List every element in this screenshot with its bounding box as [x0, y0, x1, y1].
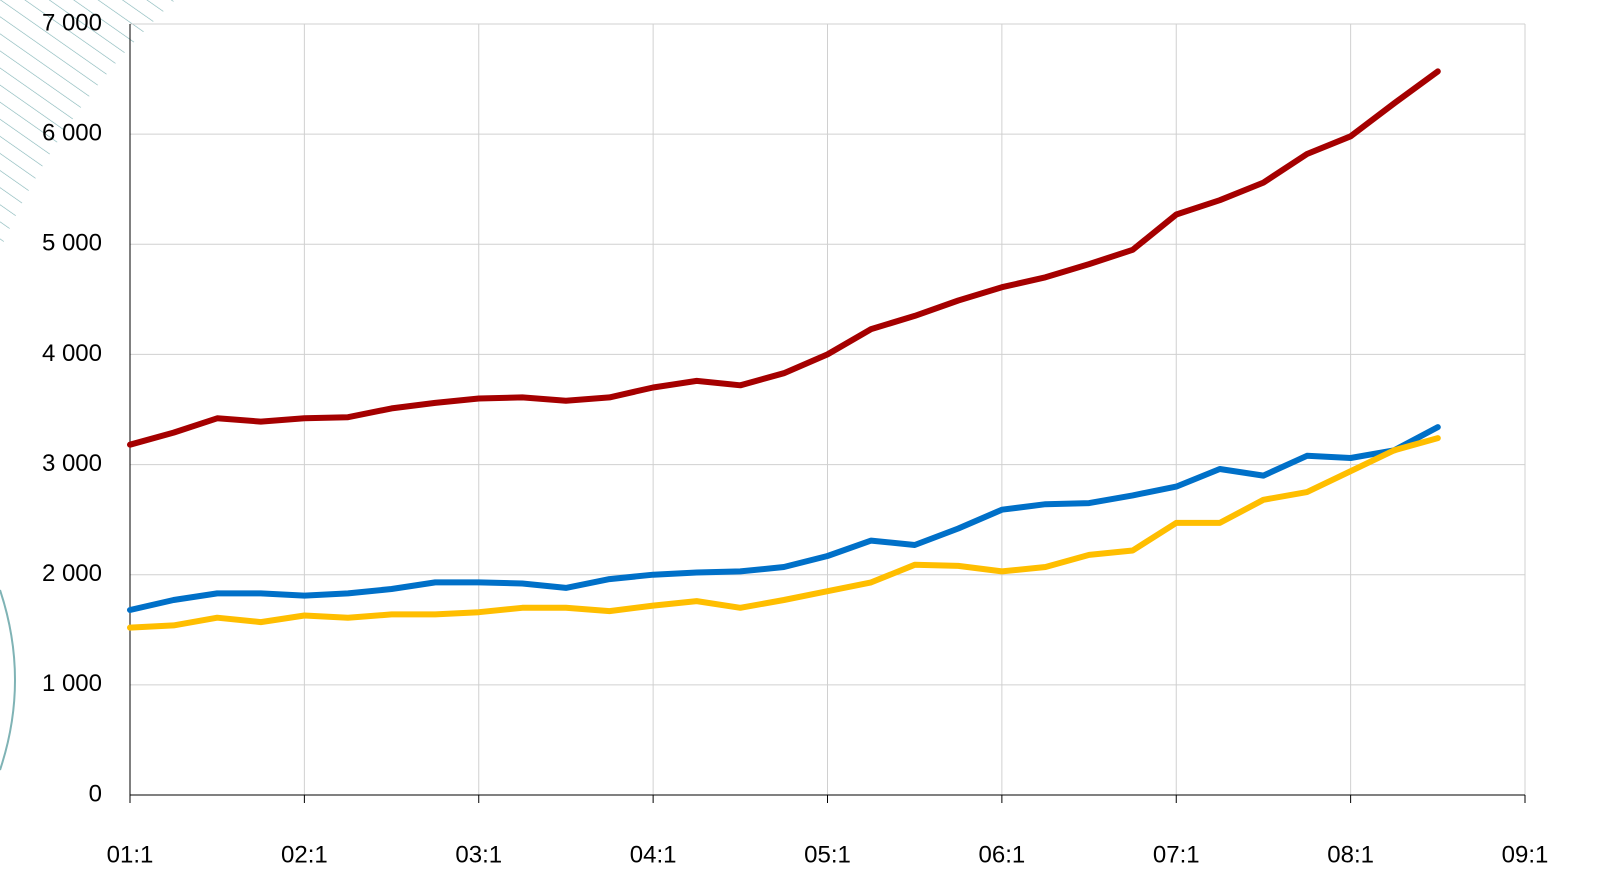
y-tick-label: 6 000 [42, 119, 102, 146]
x-tick-label: 09:1 [1502, 841, 1549, 868]
y-tick-label: 7 000 [42, 9, 102, 36]
series-line [127, 68, 1441, 448]
series-line [127, 424, 1441, 613]
y-tick-label: 1 000 [42, 670, 102, 697]
x-tick-label: 08:1 [1327, 841, 1374, 868]
y-tick-label: 0 [89, 780, 102, 807]
x-tick-label: 05:1 [804, 841, 851, 868]
decoration [0, 0, 175, 250]
y-tick-label: 4 000 [42, 340, 102, 367]
series-line [127, 435, 1441, 631]
x-tick-label: 07:1 [1153, 841, 1200, 868]
decoration [0, 589, 16, 771]
y-tick-label: 5 000 [42, 230, 102, 257]
x-tick-label: 04:1 [630, 841, 677, 868]
x-tick-label: 02:1 [281, 841, 328, 868]
x-tick-label: 01:1 [107, 841, 154, 868]
y-tick-label: 3 000 [42, 450, 102, 477]
y-tick-label: 2 000 [42, 560, 102, 587]
x-tick-label: 03:1 [455, 841, 502, 868]
x-tick-label: 06:1 [979, 841, 1026, 868]
